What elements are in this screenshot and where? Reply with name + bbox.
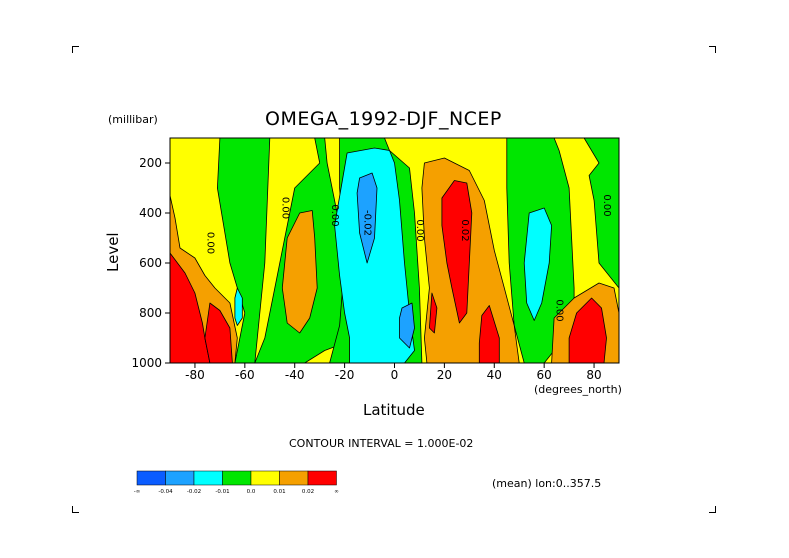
crop-mark-top-left	[72, 46, 79, 53]
colorbar-swatch	[165, 470, 195, 486]
contour-label: 0.00	[279, 197, 290, 219]
contour-region	[399, 302, 415, 349]
contour-region	[356, 172, 378, 264]
colorbar-label: -0.01	[215, 489, 229, 495]
x-tick-label: -60	[235, 368, 255, 382]
contour-region	[441, 180, 473, 324]
contour-region	[478, 305, 500, 363]
units-label: (millibar)	[108, 113, 158, 126]
x-tick-label: 40	[487, 368, 502, 382]
colorbar-swatch	[136, 470, 166, 486]
colorbar-label: 0.0	[247, 489, 256, 495]
colorbar-label: -0.02	[187, 489, 201, 495]
colorbar-swatch	[279, 470, 309, 486]
contour-label: 0.00	[329, 204, 340, 226]
x-tick-label: 20	[437, 368, 452, 382]
y-tick-label: 600	[139, 256, 162, 270]
contour-label: 0.00	[204, 232, 215, 254]
contour-region	[216, 138, 271, 363]
y-tick-label: 800	[139, 306, 162, 320]
contour-labels: 0.00 0.00 0.00 -0.02 0.00 0.02 0.00 0.00	[204, 194, 612, 321]
x-tick-label: -20	[335, 368, 355, 382]
mean-longitude-label: (mean) lon:0..357.5	[492, 477, 602, 490]
contour-region	[234, 287, 243, 326]
y-axis-ticks: 200 400 600 800 1000	[131, 156, 170, 370]
contour-region	[568, 297, 607, 363]
x-tick-label: 60	[537, 368, 552, 382]
contour-label: 0.00	[554, 299, 565, 321]
colorbar-label: ∞	[334, 489, 339, 495]
x-tick-label: 0	[391, 368, 399, 382]
contour-label: 0.00	[414, 219, 425, 241]
contour-region	[204, 302, 233, 363]
y-tick-label: 400	[139, 206, 162, 220]
colorbar-label: -∞	[134, 489, 141, 495]
contour-interval-label: CONTOUR INTERVAL = 1.000E-02	[289, 437, 474, 450]
contour-region	[334, 147, 415, 363]
contour-region	[170, 252, 211, 363]
y-tick-label: 200	[139, 156, 162, 170]
contour-region	[281, 210, 318, 334]
x-tick-label: -80	[185, 368, 205, 382]
crop-mark-bottom-left	[72, 506, 79, 513]
contour-region	[428, 292, 438, 334]
colorbar-label: -0.04	[158, 489, 173, 495]
x-axis-ticks: -80 -60 -40 -20 0 20 40 60 80	[185, 363, 602, 382]
colorbar-swatch	[250, 470, 280, 486]
contour-label: 0.00	[601, 194, 612, 216]
colorbar-label: 0.02	[302, 489, 314, 495]
x-tick-label: 80	[586, 368, 601, 382]
contour-regions	[170, 138, 619, 363]
colorbar-swatch	[193, 470, 223, 486]
contour-region	[523, 207, 552, 321]
colorbar: -∞ -0.04 -0.02 -0.01 0.0 0.01 0.02 ∞	[134, 470, 339, 495]
contour-label: 0.02	[459, 219, 470, 241]
crop-mark-top-right	[709, 46, 716, 53]
y-tick-label: 1000	[131, 356, 162, 370]
x-axis-label: Latitude	[363, 401, 425, 419]
chart-title: OMEGA_1992-DJF_NCEP	[265, 108, 502, 130]
colorbar-label: 0.01	[273, 489, 285, 495]
colorbar-swatch	[222, 470, 252, 486]
crop-mark-bottom-right	[709, 506, 716, 513]
contour-region	[583, 138, 619, 289]
x-tick-label: -40	[285, 368, 305, 382]
contour-label: -0.02	[362, 210, 373, 236]
x-axis-units: (degrees_north)	[534, 383, 622, 396]
colorbar-swatch	[307, 470, 337, 486]
